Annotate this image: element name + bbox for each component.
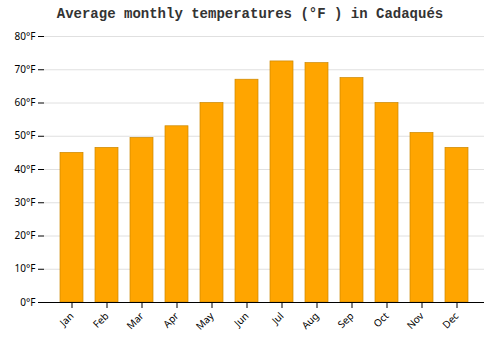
svg-text:40°F: 40°F	[15, 162, 36, 176]
svg-text:10°F: 10°F	[15, 261, 36, 275]
svg-text:Jul: Jul	[268, 309, 287, 328]
svg-text:Dec: Dec	[439, 309, 462, 332]
svg-text:Jan: Jan	[56, 309, 77, 330]
svg-text:30°F: 30°F	[15, 195, 36, 209]
svg-text:Feb: Feb	[89, 309, 111, 331]
svg-text:May: May	[192, 308, 217, 333]
svg-text:60°F: 60°F	[15, 95, 36, 109]
svg-text:Oct: Oct	[370, 309, 392, 331]
svg-text:20°F: 20°F	[15, 228, 36, 242]
svg-text:Sep: Sep	[334, 309, 356, 331]
svg-text:0°F: 0°F	[20, 295, 35, 309]
html-text:Average monthly temperatures (: Average monthly temperatures (°F ) in Ca…	[56, 6, 444, 22]
svg-text:Nov: Nov	[403, 308, 427, 332]
svg-text:70°F: 70°F	[15, 62, 36, 76]
svg-text:Jun: Jun	[230, 309, 251, 330]
svg-text:80°F: 80°F	[15, 29, 36, 43]
svg-text:Aug: Aug	[298, 309, 321, 332]
svg-text:Apr: Apr	[160, 309, 182, 331]
svg-text:Mar: Mar	[123, 309, 146, 332]
svg-text:50°F: 50°F	[15, 128, 36, 142]
